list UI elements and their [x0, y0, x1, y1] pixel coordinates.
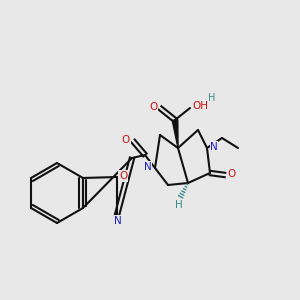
Text: O: O — [122, 135, 130, 145]
Text: OH: OH — [192, 101, 208, 111]
Text: N: N — [210, 142, 218, 152]
Text: O: O — [149, 102, 157, 112]
Text: N: N — [114, 216, 122, 226]
Text: H: H — [175, 200, 183, 210]
Text: H: H — [208, 93, 216, 103]
Polygon shape — [172, 120, 178, 148]
Text: N: N — [144, 162, 152, 172]
Text: O: O — [228, 169, 236, 179]
Text: O: O — [119, 171, 127, 181]
